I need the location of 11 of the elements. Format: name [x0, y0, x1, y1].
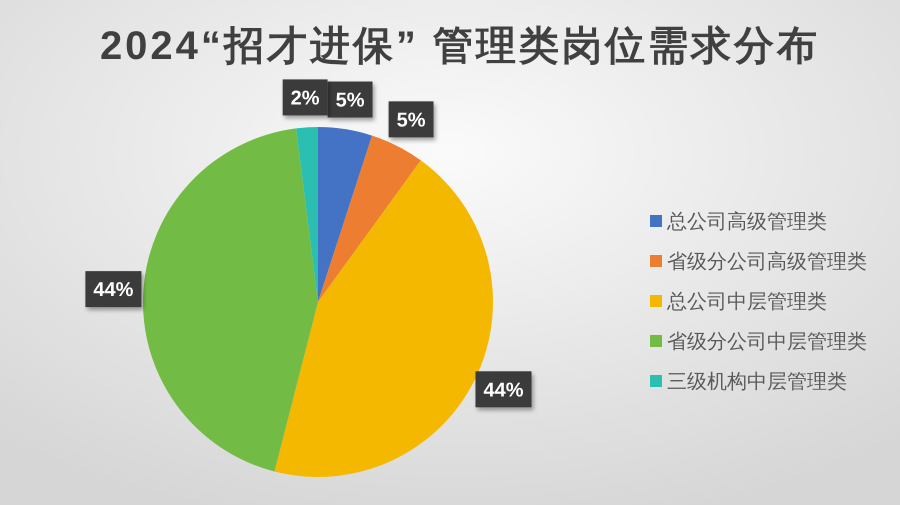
data-label: 44%	[93, 279, 134, 302]
data-label: 44%	[483, 379, 524, 402]
data-label: 5%	[396, 109, 426, 132]
legend-label: 总公司高级管理类	[666, 210, 827, 233]
legend-label: 三级机构中层管理类	[667, 371, 847, 393]
data-label: 2%	[290, 87, 320, 110]
legend-label: 省级分公司高级管理类	[667, 250, 867, 273]
data-label: 5%	[336, 90, 365, 112]
legend-label: 省级分公司中层管理类	[667, 331, 867, 353]
chart-title: 2024“招才进保” 管理类岗位需求分布	[100, 24, 820, 68]
legend-label: 总公司中层管理类	[666, 291, 827, 313]
